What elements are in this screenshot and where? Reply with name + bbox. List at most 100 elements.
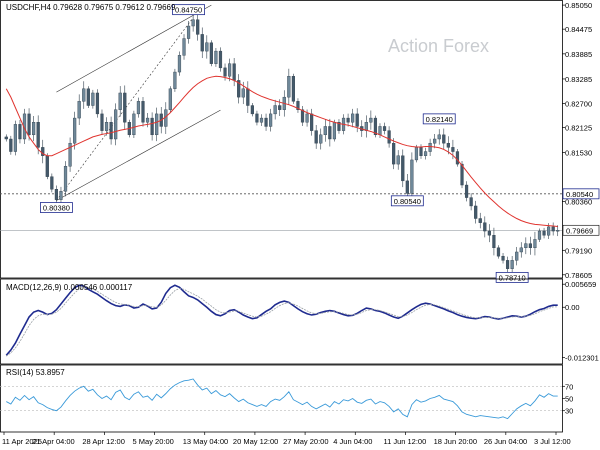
candle-body	[255, 113, 259, 123]
candle-body	[323, 126, 327, 136]
candle-body	[145, 117, 150, 123]
candle-body	[382, 126, 387, 131]
candle-body	[118, 92, 122, 110]
candle-body	[305, 113, 309, 123]
candle-body	[4, 136, 8, 140]
candle-body	[478, 218, 482, 223]
macd-axis-label: 0.00	[565, 303, 580, 312]
candle-body	[50, 176, 54, 190]
candle-body	[114, 109, 118, 140]
time-axis-label: 28 Apr 12:00	[82, 437, 125, 446]
candle-body	[369, 117, 373, 123]
rsi-axis-label: 70	[565, 382, 573, 391]
time-axis-label: 21 Apr 04:00	[32, 437, 75, 446]
candle-body	[9, 138, 13, 152]
candle-body	[73, 117, 77, 144]
candle-body	[355, 113, 359, 127]
candle-body	[186, 25, 191, 39]
candle-body	[223, 67, 227, 77]
candle-body	[464, 184, 469, 198]
candle-body	[18, 124, 22, 140]
annotation-box	[495, 271, 529, 283]
candle-body	[300, 109, 305, 123]
candle-body	[446, 142, 450, 148]
price-tag-box	[562, 224, 600, 236]
candle-body	[168, 88, 172, 110]
candle-body	[460, 163, 464, 186]
candle-body	[41, 147, 45, 156]
candle-body	[259, 117, 264, 123]
candle-body	[200, 34, 204, 52]
level-tag-box	[562, 188, 600, 200]
candle-body	[328, 126, 332, 140]
candle-body	[310, 113, 314, 131]
time-axis-label: 4 Jun 04:00	[333, 437, 372, 446]
candle-body	[433, 138, 437, 144]
macd-axis-label: 0.005659	[565, 280, 596, 289]
rsi-axis-label: 50	[565, 395, 573, 404]
price-title: USDCHF,H4 0.79628 0.79675 0.79612 0.7966…	[6, 3, 176, 12]
candle-body	[423, 151, 428, 156]
candle-body	[63, 165, 68, 192]
candle-body	[455, 151, 460, 165]
macd-pane: 0.005659 0.00 -0.012301	[0, 278, 599, 365]
price-axis-label: 0.78605	[565, 271, 592, 280]
price-axis-label: 0.84475	[565, 25, 592, 34]
candle-body	[237, 80, 241, 98]
candle-body	[492, 235, 496, 249]
macd-title: MACD(12,26,9) 0.000546 0.000117	[6, 283, 133, 292]
candle-body	[428, 142, 432, 152]
candle-body	[451, 147, 455, 152]
candle-body	[542, 230, 546, 236]
candle-body	[123, 92, 127, 123]
candle-body	[487, 230, 491, 236]
candle-body	[351, 113, 355, 123]
candle-body	[177, 55, 182, 73]
annotation-label: 0.80380	[43, 204, 70, 213]
candle-body	[191, 19, 195, 27]
time-axis-label: 13 May 04:00	[183, 437, 228, 446]
candle-body	[100, 113, 104, 131]
time-axis-label: 3 Jul 12:00	[534, 437, 571, 446]
candle-body	[205, 42, 209, 52]
price-pane: 0.85050 0.84475 0.83885 0.83285 0.82700 0.821…	[0, 0, 600, 283]
candle-body	[483, 222, 487, 232]
candle-body	[241, 88, 245, 98]
candle-body	[537, 230, 542, 240]
candle-body	[86, 88, 90, 106]
price-tag-label: 0.79669	[566, 226, 593, 235]
candle-body	[77, 101, 81, 119]
candle-body	[141, 101, 145, 123]
time-axis-label: 5 May 20:00	[133, 437, 174, 446]
candle-body	[13, 124, 17, 152]
candle-body	[396, 155, 400, 165]
annotation-box	[40, 202, 73, 213]
candle-body	[319, 134, 323, 144]
candle-body	[419, 147, 423, 156]
candle-body	[287, 76, 291, 98]
candle-body	[524, 243, 528, 249]
level-tag-label: 0.80540	[566, 190, 593, 199]
annotation-box	[422, 113, 456, 125]
watermark: Action Forex	[388, 36, 489, 56]
candle-body	[515, 251, 519, 261]
candle-body	[91, 92, 95, 106]
candle-body	[150, 117, 154, 136]
candle-body	[173, 71, 177, 89]
rsi-title: RSI(14) 53.8957	[6, 368, 65, 377]
candle-body	[246, 88, 250, 106]
macd-axis-label: -0.012301	[565, 353, 599, 362]
candle-body	[364, 122, 368, 131]
candle-body	[387, 130, 391, 144]
price-axis-label: 0.82700	[565, 99, 592, 108]
candle-body	[414, 147, 419, 161]
candle-body	[182, 38, 186, 56]
candle-body	[510, 260, 514, 269]
candle-body	[505, 260, 510, 269]
price-axis-label: 0.80360	[565, 197, 592, 206]
candle-body	[410, 159, 414, 194]
candle-body	[551, 226, 555, 232]
annotation-label: 0.80540	[394, 197, 421, 206]
candle-body	[278, 105, 282, 110]
